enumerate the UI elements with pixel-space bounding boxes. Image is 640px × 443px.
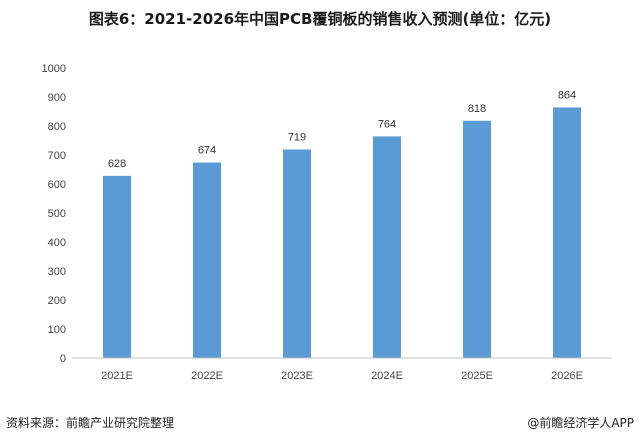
- credit-note: @前瞻经济学人APP: [527, 416, 634, 430]
- bar: [553, 107, 581, 358]
- y-tick-label: 800: [48, 121, 66, 133]
- data-label: 764: [378, 118, 396, 130]
- y-tick-label: 400: [48, 237, 66, 249]
- data-label: 719: [288, 131, 306, 143]
- bars: 628 674 719 764 818 864: [103, 89, 581, 358]
- y-tick-label: 0: [60, 353, 66, 365]
- y-tick-label: 300: [48, 266, 66, 278]
- source-note: 资料来源：前瞻产业研究院整理: [6, 416, 175, 430]
- bar: [193, 162, 221, 358]
- x-tick-label: 2024E: [371, 370, 403, 382]
- x-tick-label: 2021E: [101, 370, 133, 382]
- bar: [103, 175, 131, 358]
- data-label: 674: [198, 145, 216, 157]
- bar: [373, 136, 401, 358]
- x-tick-label: 2026E: [551, 370, 583, 382]
- chart-title: 图表6：2021-2026年中国PCB覆铜板的销售收入预测(单位：亿元): [88, 10, 552, 28]
- data-label: 864: [558, 89, 576, 101]
- y-tick-label: 600: [48, 179, 66, 191]
- y-axis-ticks: 0 100 200 300 400 500 600 700 800 900 1000: [42, 63, 66, 365]
- y-tick-label: 200: [48, 295, 66, 307]
- y-tick-label: 700: [48, 150, 66, 162]
- x-tick-label: 2023E: [281, 370, 313, 382]
- bar: [463, 120, 491, 358]
- x-tick-label: 2022E: [191, 370, 223, 382]
- bar: [283, 149, 311, 358]
- y-tick-label: 1000: [42, 63, 66, 75]
- x-tick-label: 2025E: [461, 370, 493, 382]
- x-axis-labels: 2021E 2022E 2023E 2024E 2025E 2026E: [101, 370, 583, 382]
- data-label: 818: [468, 103, 486, 115]
- y-tick-label: 100: [48, 324, 66, 336]
- y-tick-label: 500: [48, 208, 66, 220]
- y-tick-label: 900: [48, 92, 66, 104]
- data-label: 628: [108, 158, 126, 170]
